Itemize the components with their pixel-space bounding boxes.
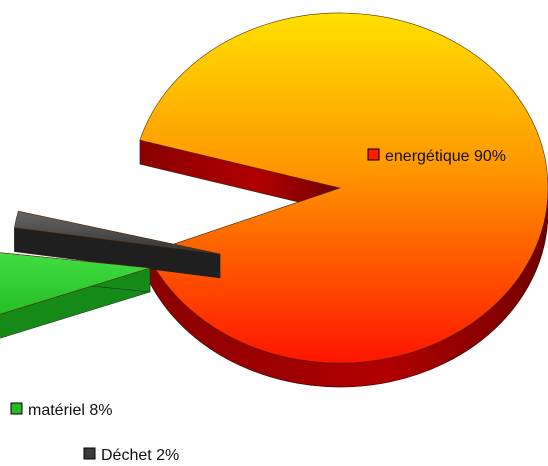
legend-label: Déchet 2% [101,447,179,464]
legend-entry-2: Déchet 2% [83,447,179,464]
legend-entry-0: energétique 90% [367,148,506,165]
legend-entry-1: matériel 8% [10,402,112,419]
legend-label: energétique 90% [385,148,506,165]
slice-1 [0,252,151,339]
legend-swatch [10,402,23,415]
legend-swatch [83,447,96,460]
labels-layer: energétique 90% matériel 8% Déchet 2% [10,148,506,464]
legend-label: matériel 8% [28,402,112,419]
slice-2 [14,210,221,279]
legend-swatch [367,148,380,161]
slice-0 [139,12,548,388]
slices-layer [0,12,548,388]
